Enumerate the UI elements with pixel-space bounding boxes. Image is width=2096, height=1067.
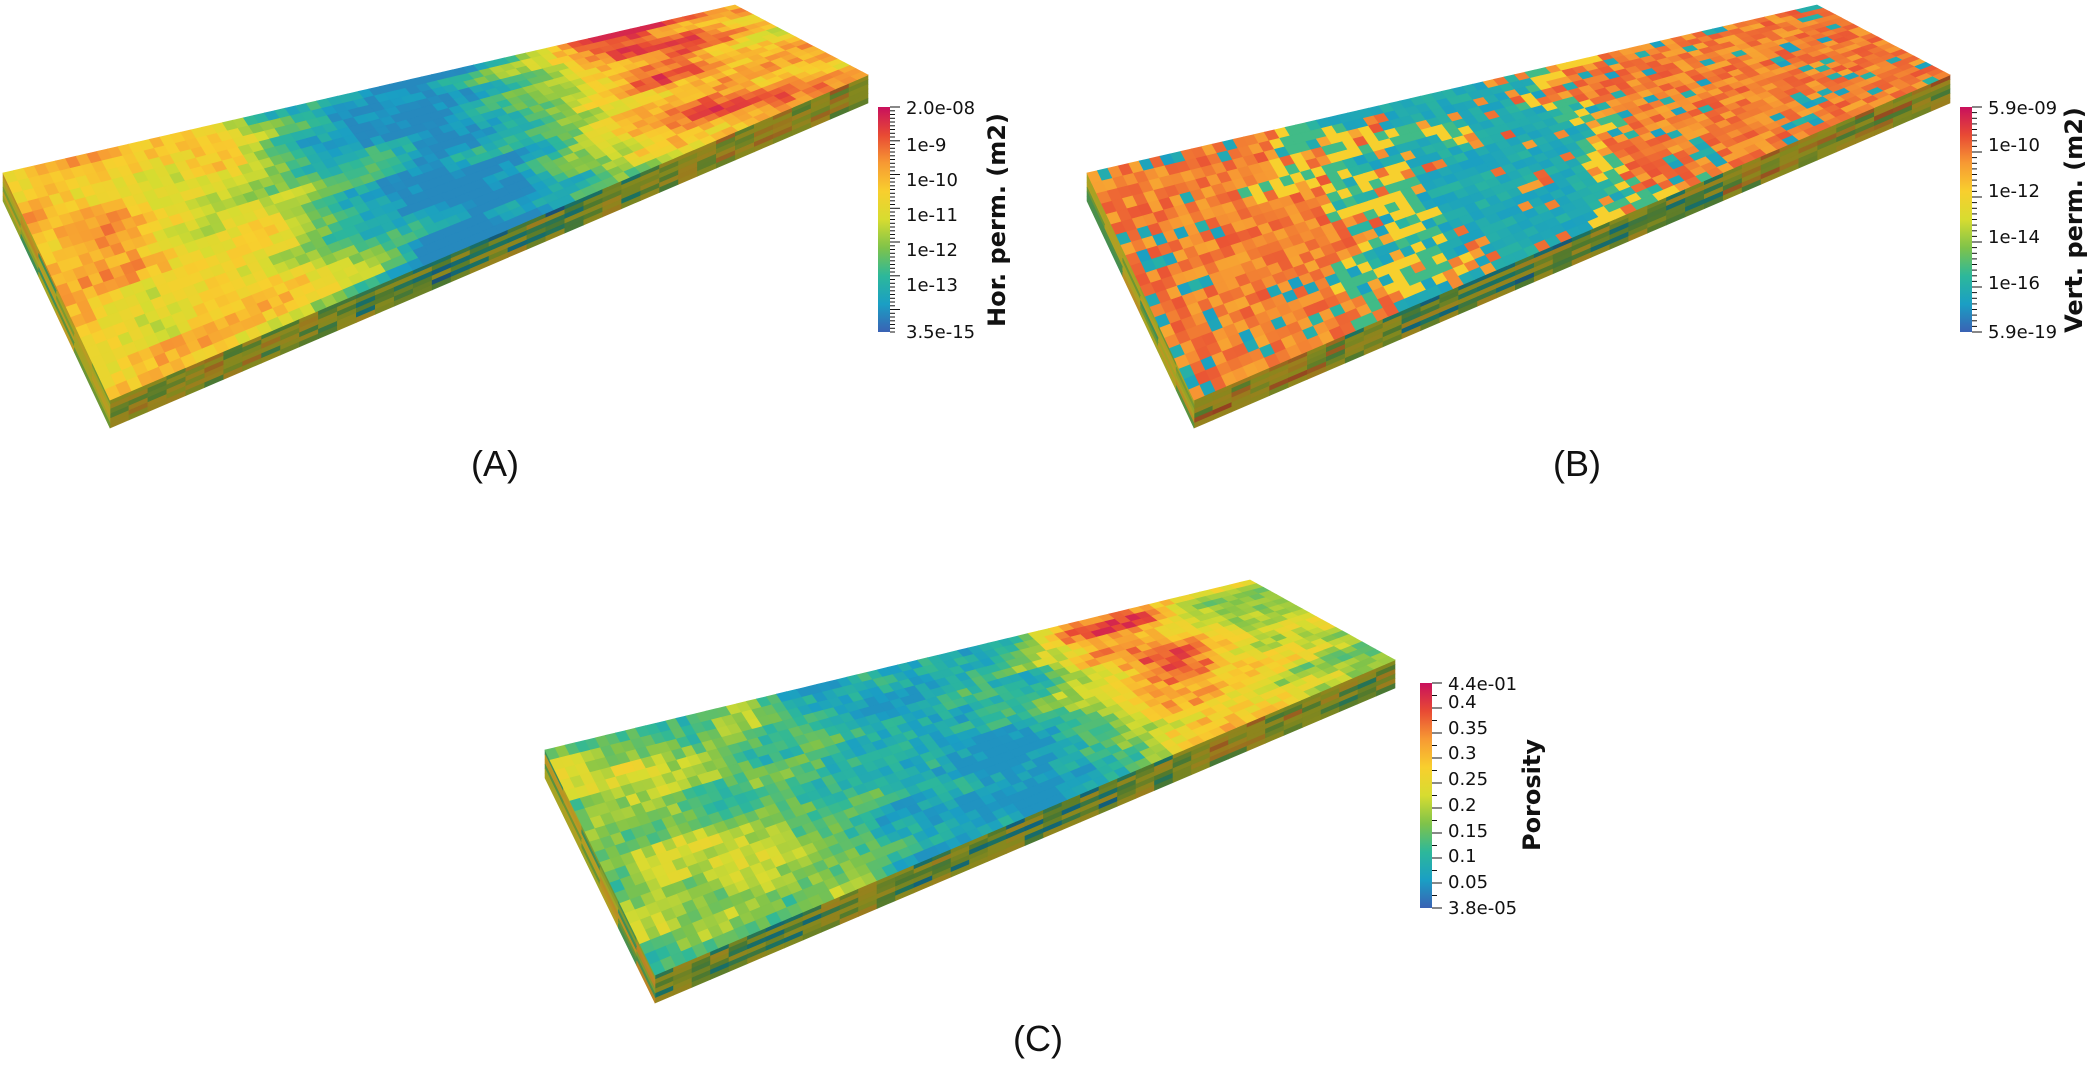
colorbar-a-gradient [878,107,890,332]
panel-label-c: (C) [1013,1018,1063,1059]
colorbar-b-title: Vert. perm. (m2) [2060,107,2088,333]
colorbar-a-tick-5: 1e-13 [906,275,958,296]
colorbar-a-tick-4: 1e-12 [906,240,958,261]
colorbar-c-gradient [1420,683,1432,908]
colorbar-b-tick-2: 1e-12 [1988,181,2040,202]
colorbar-a-min-label: 3.5e-15 [906,322,975,343]
colorbar-a-title: Hor. perm. (m2) [983,113,1011,327]
reservoir-block-c [544,579,1396,1004]
reservoir-block-b [1086,4,1951,429]
colorbar-b-tick-1: 1e-10 [1988,135,2040,156]
colorbar-c-tick-4: 0.25 [1448,769,1488,790]
colorbar-c-max-label: 4.4e-01 [1448,674,1517,695]
colorbar-b-tick-4: 1e-16 [1988,273,2040,294]
colorbar-a-tick-3: 1e-11 [906,205,958,226]
panel-label-a: (A) [471,443,519,484]
colorbar-c-tick-2: 0.35 [1448,718,1488,739]
colorbar-c-tick-5: 0.2 [1448,795,1477,816]
colorbar-c-minor-ticks [1432,682,1442,909]
colorbar-a-minor-ticks [890,106,900,333]
colorbar-b-max-label: 5.9e-09 [1988,98,2057,119]
colorbar-c-tick-8: 0.05 [1448,872,1488,893]
colorbar-c-tick-6: 0.15 [1448,821,1488,842]
reservoir-block-a [2,4,869,429]
colorbar-b-minor-ticks [1972,106,1982,333]
colorbar-b: 5.9e-09 1e-10 1e-12 1e-14 1e-16 5.9e-19 … [1960,98,2088,343]
colorbar-b-gradient [1960,107,1972,332]
colorbar-c-title: Porosity [1518,739,1546,851]
colorbar-c-tick-3: 0.3 [1448,743,1477,764]
colorbar-c-tick-7: 0.1 [1448,846,1477,867]
colorbar-a-tick-2: 1e-10 [906,170,958,191]
colorbar-c: 4.4e-01 0.4 0.35 0.3 0.25 0.2 0.15 0.1 0… [1420,674,1546,919]
colorbar-a: 2.0e-08 1e-9 1e-10 1e-11 1e-12 1e-13 3.5… [878,98,1011,343]
colorbar-a-tick-1: 1e-9 [906,135,946,156]
colorbar-b-tick-3: 1e-14 [1988,227,2040,248]
colorbar-c-tick-1: 0.4 [1448,692,1477,713]
colorbar-c-min-label: 3.8e-05 [1448,898,1517,919]
panel-label-b: (B) [1553,443,1601,484]
colorbar-a-max-label: 2.0e-08 [906,98,975,119]
colorbar-b-min-label: 5.9e-19 [1988,322,2057,343]
